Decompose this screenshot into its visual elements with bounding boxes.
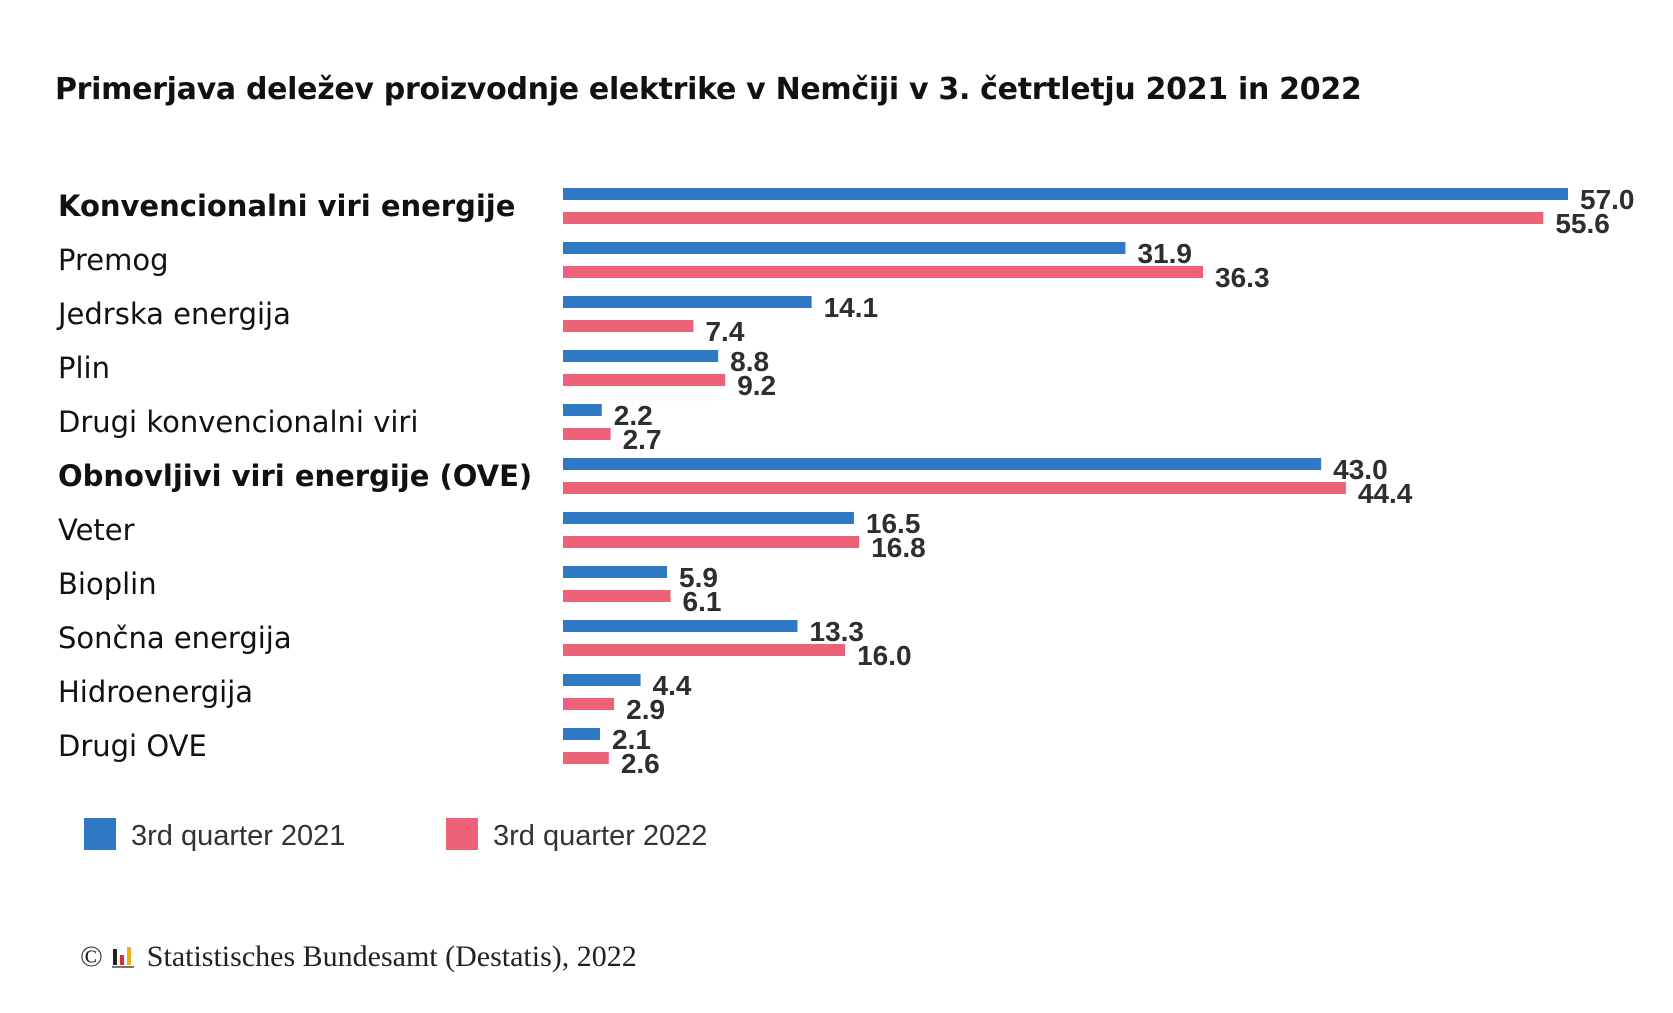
category-label: Plin: [58, 351, 110, 385]
source-text: Statistisches Bundesamt (Destatis), 2022: [146, 940, 637, 973]
bar-2021: [563, 404, 602, 416]
data-label: 13.3: [810, 616, 865, 647]
data-label: 4.4: [653, 670, 692, 701]
bar-2021: [563, 242, 1126, 254]
bar-2022: [563, 536, 860, 548]
category-label: Konvencionalni viri energije: [58, 189, 515, 223]
bar-2021: [563, 620, 798, 632]
category-label: Jedrska energija: [56, 297, 291, 331]
bar-2021: [563, 512, 854, 524]
copyright-symbol: ©: [80, 940, 103, 973]
legend-label: 3rd quarter 2022: [493, 820, 707, 852]
legend-label: 3rd quarter 2021: [131, 820, 345, 852]
data-label: 44.4: [1358, 478, 1413, 509]
legend-swatch: [84, 818, 116, 850]
data-label: 16.8: [871, 532, 926, 563]
bar-2021: [563, 188, 1568, 200]
data-label: 57.0: [1580, 184, 1635, 215]
data-label: 14.1: [824, 292, 879, 323]
data-label: 31.9: [1137, 238, 1192, 269]
bar-2022: [563, 266, 1204, 278]
bar-2022: [563, 482, 1346, 494]
bar-2022: [563, 374, 726, 386]
destatis-logo-icon: [111, 947, 134, 968]
data-label: 55.6: [1555, 208, 1610, 239]
category-label: Hidroenergija: [58, 675, 253, 709]
legend: 3rd quarter 2021 3rd quarter 2022: [84, 818, 707, 852]
category-label: Obnovljivi viri energije (OVE): [58, 459, 532, 493]
bar-2021: [563, 296, 812, 308]
data-label: 16.5: [866, 508, 921, 539]
bar-2022: [563, 644, 846, 656]
bars: [563, 188, 1568, 764]
bar-2021: [563, 728, 601, 740]
bar-2022: [563, 752, 609, 764]
category-label: Veter: [58, 513, 135, 547]
chart-title: Primerjava deležev proizvodnje elektrike…: [55, 72, 1362, 107]
value-labels: 57.055.631.936.314.17.48.89.22.22.743.04…: [612, 184, 1634, 779]
bar-2021: [563, 674, 641, 686]
category-label: Drugi konvencionalni viri: [58, 405, 418, 439]
data-label: 36.3: [1215, 262, 1270, 293]
bar-2021: [563, 458, 1322, 470]
bar-2022: [563, 212, 1544, 224]
category-label: Sončna energija: [58, 621, 292, 655]
data-label: 2.2: [614, 400, 653, 431]
category-label: Drugi OVE: [58, 729, 207, 763]
data-label: 2.6: [621, 748, 660, 779]
data-label: 2.7: [623, 424, 662, 455]
data-label: 9.2: [737, 370, 776, 401]
data-label: 5.9: [679, 562, 718, 593]
bar-2022: [563, 428, 611, 440]
bar-2022: [563, 698, 615, 710]
bar-2022: [563, 320, 694, 332]
data-label: 6.1: [683, 586, 722, 617]
data-label: 8.8: [730, 346, 769, 377]
data-label: 16.0: [857, 640, 912, 671]
bar-2021: [563, 566, 668, 578]
legend-swatch: [446, 818, 478, 850]
bar-2022: [563, 590, 671, 602]
data-label: 2.1: [612, 724, 651, 755]
category-labels: Konvencionalni viri energije Premog Jedrsk…: [56, 189, 532, 763]
source-credit: © Statistisches Bundesamt (Destatis), 20…: [80, 940, 637, 974]
data-label: 2.9: [626, 694, 665, 725]
category-label: Premog: [58, 243, 169, 277]
data-label: 43.0: [1333, 454, 1388, 485]
bar-2021: [563, 350, 719, 362]
category-label: Bioplin: [58, 567, 157, 601]
data-label: 7.4: [705, 316, 744, 347]
